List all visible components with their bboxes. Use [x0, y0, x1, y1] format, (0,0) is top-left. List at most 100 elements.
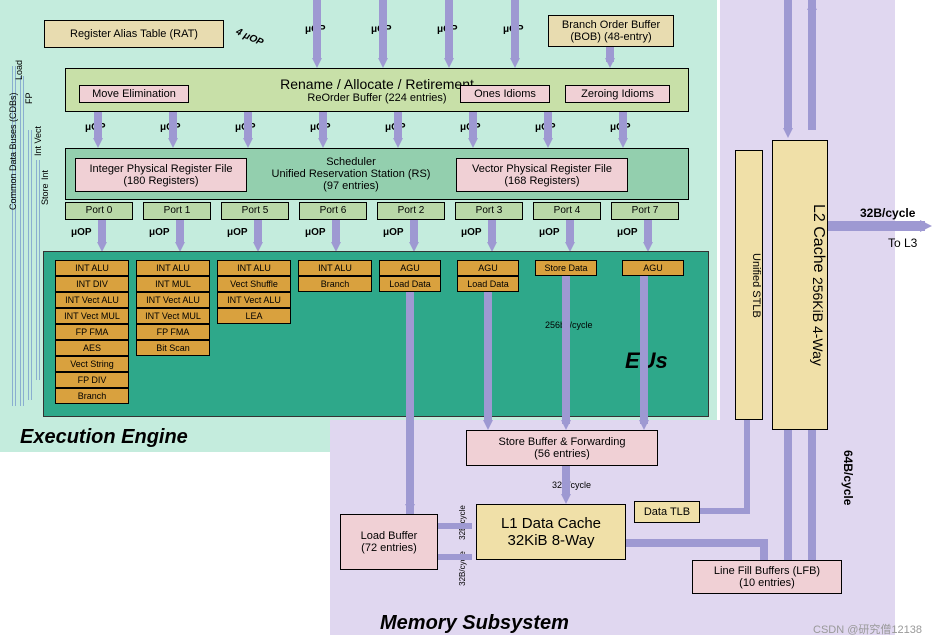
eu-p2-0: AGU — [379, 260, 441, 276]
rat-box: Register Alias Table (RAT) — [44, 20, 224, 48]
cdb-full: Common Data Buses (CDBs) — [8, 92, 18, 210]
eu-p7-0: AGU — [622, 260, 684, 276]
cdb-fp: FP — [24, 92, 34, 104]
b64-label: 64B/cycle — [841, 450, 855, 505]
eu-p4-0: Store Data — [535, 260, 597, 276]
ars0h — [93, 138, 103, 148]
ars4 — [394, 112, 402, 140]
b32-l3: 32B/cycle — [860, 206, 915, 220]
arrl2t2h — [807, 0, 817, 10]
b32-label-1: 32B/cycle — [552, 480, 591, 490]
lfb-l1: Line Fill Buffers (LFB) — [714, 565, 820, 577]
eu-p0-0: INT ALU — [55, 260, 129, 276]
vec-prf-l1: Vector Physical Register File — [472, 163, 612, 175]
eu-p5-0: INT ALU — [217, 260, 291, 276]
ars3 — [319, 112, 327, 140]
are6 — [566, 220, 574, 244]
exec-engine-title: Execution Engine — [20, 426, 188, 449]
uop-r3-0: μOP — [71, 227, 92, 238]
lfb-box: Line Fill Buffers (LFB) (10 entries) — [692, 560, 842, 594]
load-buf-box: Load Buffer (72 entries) — [340, 514, 438, 570]
ars6h — [543, 138, 553, 148]
eu-p0-1: INT DIV — [55, 276, 129, 292]
load-buf-l1: Load Buffer — [361, 530, 418, 542]
uop-r3-4: μOP — [383, 227, 404, 238]
sched-box: Scheduler Unified Reservation Station (R… — [256, 152, 446, 196]
ars7 — [619, 112, 627, 140]
arrl3 — [828, 221, 925, 231]
eu-p0-3: INT Vect MUL — [55, 308, 129, 324]
eu-p0-7: FP DIV — [55, 372, 129, 388]
arrl1lfb2 — [760, 539, 768, 561]
arr3 — [445, 0, 453, 60]
uop-r3-5: μOP — [461, 227, 482, 238]
are0 — [98, 220, 106, 244]
are4 — [410, 220, 418, 244]
bob-box: Branch Order Buffer (BOB) (48-entry) — [548, 15, 674, 47]
eu-p1-5: Bit Scan — [136, 340, 210, 356]
rat-label: Register Alias Table (RAT) — [70, 28, 198, 40]
cdb-store: Store — [40, 183, 50, 205]
eu-p6-1: Branch — [298, 276, 372, 292]
port-3: Port 3 — [455, 202, 523, 220]
armsh — [561, 494, 571, 504]
arrl2t2 — [808, 0, 816, 130]
arrl3h — [920, 220, 932, 232]
eu-p1-4: FP FMA — [136, 324, 210, 340]
move-elim-label: Move Elimination — [92, 88, 176, 100]
ones-label: Ones Idioms — [474, 88, 536, 100]
arr3h — [444, 58, 454, 68]
data-tlb-box: Data TLB — [634, 501, 700, 523]
ars1 — [169, 112, 177, 140]
lfb-l2: (10 entries) — [739, 577, 795, 589]
eu-p2-1: Load Data — [379, 276, 441, 292]
eu-p6-0: INT ALU — [298, 260, 372, 276]
eu-p5-1: Vect Shuffle — [217, 276, 291, 292]
sched-l2: Unified Reservation Station (RS) — [272, 168, 431, 180]
eu-p3-0: AGU — [457, 260, 519, 276]
ars3h — [318, 138, 328, 148]
port-1: Port 1 — [143, 202, 211, 220]
arm4h — [561, 420, 571, 430]
vec-prf-box: Vector Physical Register File (168 Regis… — [456, 158, 628, 192]
are1 — [176, 220, 184, 244]
cdb-line-3 — [28, 130, 32, 400]
cdb-int: Int — [40, 170, 50, 180]
sched-l1: Scheduler — [326, 156, 376, 168]
move-elim-box: Move Elimination — [79, 85, 189, 103]
vec-prf-l2: (168 Registers) — [504, 175, 579, 187]
sched-l3: (97 entries) — [323, 180, 379, 192]
uop-r3-1: μOP — [149, 227, 170, 238]
uop-r3-2: μOP — [227, 227, 248, 238]
arrtlb — [700, 508, 748, 514]
data-tlb-label: Data TLB — [644, 506, 690, 518]
int-prf-l2: (180 Registers) — [123, 175, 198, 187]
cdb-intvect: Int Vect — [33, 126, 43, 156]
are7 — [644, 220, 652, 244]
ars2h — [243, 138, 253, 148]
arm2 — [406, 292, 414, 512]
eu-p0-4: FP FMA — [55, 324, 129, 340]
arr2h — [378, 58, 388, 68]
rename-l1: Rename / Allocate / Retirement — [280, 76, 474, 92]
stlb-box: Unified STLB — [735, 150, 763, 420]
l1d-box: L1 Data Cache 32KiB 8-Way — [476, 504, 626, 560]
port-0: Port 0 — [65, 202, 133, 220]
ars1h — [168, 138, 178, 148]
l2-box: L2 Cache 256KiB 4-Way — [772, 140, 828, 430]
tol3-label: To L3 — [888, 236, 917, 250]
ars0 — [94, 112, 102, 140]
cdb-line-2 — [20, 76, 24, 406]
arrl2b2 — [808, 430, 816, 560]
arr4 — [511, 0, 519, 60]
arm4 — [562, 276, 570, 424]
arm3 — [484, 292, 492, 422]
ars5h — [468, 138, 478, 148]
l2-l2: 256KiB 4-Way — [810, 277, 826, 366]
arrl1lfb — [626, 539, 766, 547]
port-4: Port 4 — [533, 202, 601, 220]
port-2: Port 2 — [377, 202, 445, 220]
eu-p0-2: INT Vect ALU — [55, 292, 129, 308]
stlb-label: Unified STLB — [750, 253, 762, 318]
arms — [562, 466, 570, 496]
